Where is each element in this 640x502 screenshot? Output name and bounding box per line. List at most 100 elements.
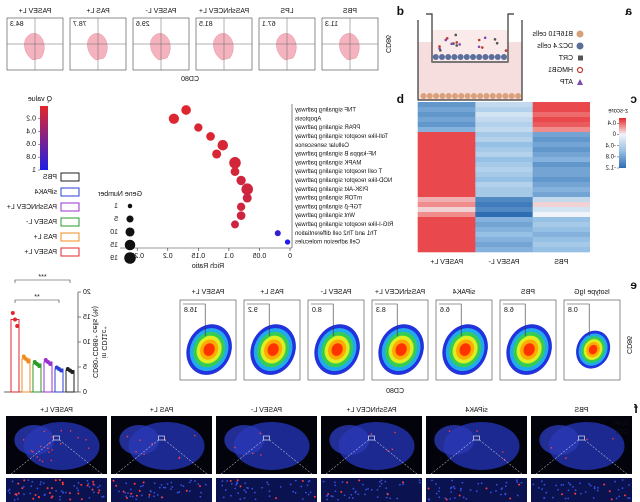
nucleus — [621, 479, 624, 481]
heatmap-cell — [532, 222, 590, 228]
nucleus — [88, 496, 91, 499]
heatmap-cell — [532, 122, 590, 128]
nucleus — [92, 491, 95, 494]
heatmap-cell — [475, 227, 533, 233]
y-tick-label: 15 — [83, 314, 91, 321]
cd8-signal — [59, 443, 62, 445]
nucleus — [22, 485, 25, 488]
cd8-signal — [260, 454, 262, 456]
cd8-signal — [198, 485, 201, 488]
heatmap-cell — [417, 157, 476, 163]
cd8-signal — [58, 479, 61, 482]
dot — [168, 113, 180, 124]
nucleus — [461, 481, 464, 484]
heatmap-cell — [532, 197, 590, 203]
heatmap-cell — [417, 202, 476, 208]
heatmap-cell — [417, 137, 476, 143]
nucleus — [552, 496, 554, 499]
cd8-signal — [41, 460, 44, 463]
cd8-signal — [574, 492, 577, 495]
size-key — [127, 203, 133, 209]
nucleus — [380, 482, 383, 485]
nucleus — [309, 491, 312, 494]
size-label: 5 — [114, 216, 118, 223]
nucleus — [101, 495, 104, 498]
nucleus — [140, 494, 143, 497]
cd8-signal — [92, 480, 95, 483]
legend-icon — [577, 79, 583, 85]
zoom-box — [368, 435, 375, 441]
nucleus — [588, 482, 591, 485]
nucleus — [490, 491, 492, 494]
x-tick-label: 0 — [288, 253, 292, 260]
dc-cell — [432, 54, 439, 60]
plot-title: PASEV L+ — [19, 8, 52, 15]
nucleus — [162, 486, 165, 489]
nucleus — [361, 483, 364, 486]
cd8-signal — [112, 479, 115, 482]
nucleus — [365, 488, 367, 491]
axis-label: Rich Ratio — [192, 263, 224, 270]
nucleus — [331, 495, 334, 498]
nucleus — [540, 480, 543, 482]
heatmap-cell — [417, 217, 476, 223]
nucleus — [40, 481, 42, 483]
cd8-signal — [185, 489, 188, 492]
dc-cell — [488, 54, 495, 60]
heatmap-cell — [532, 227, 590, 233]
zoom-line — [425, 439, 474, 479]
nucleus — [555, 484, 558, 487]
panel-label: f — [633, 402, 638, 416]
dot — [284, 239, 291, 245]
cd8-signal — [17, 482, 20, 485]
nucleus — [301, 498, 304, 500]
nucleus — [129, 488, 132, 491]
dc-cell — [451, 54, 458, 60]
cd8-signal — [122, 490, 125, 493]
nucleus — [289, 483, 292, 486]
nucleus — [44, 493, 46, 496]
axis-label: CD80⁺CD86⁺ cells (%) — [91, 306, 98, 378]
nucleus — [164, 486, 167, 489]
data-point — [54, 365, 59, 370]
heatmap-cell — [532, 137, 590, 143]
nucleus — [564, 497, 567, 500]
nucleus — [469, 489, 472, 492]
well-wall — [417, 20, 523, 101]
heatmap-cell — [532, 167, 590, 173]
heatmap-cell — [475, 232, 533, 238]
cd8-signal — [14, 493, 17, 496]
pathway-label: PPAR signaling pathway — [295, 125, 360, 131]
nucleus — [129, 495, 132, 498]
flow-population — [24, 33, 45, 61]
molecule — [439, 49, 442, 52]
zoom-line — [5, 439, 54, 479]
nucleus — [385, 487, 388, 490]
nucleus — [569, 483, 572, 486]
heatmap-cell — [532, 152, 590, 158]
heatmap-cell — [475, 247, 533, 253]
nucleus — [337, 498, 339, 501]
gate-value: 11.3 — [325, 21, 338, 28]
gate — [567, 303, 590, 336]
nucleus — [23, 493, 25, 496]
cd8-signal — [54, 479, 57, 482]
heatmap-cell — [532, 242, 590, 248]
heatmap-cell — [532, 187, 590, 193]
cd8-signal — [69, 430, 72, 432]
heatmap-cell — [532, 107, 590, 113]
nucleus — [244, 482, 247, 484]
nucleus — [402, 483, 405, 486]
heatmap-cell — [532, 207, 590, 213]
dot — [206, 132, 215, 141]
nucleus — [460, 487, 462, 490]
nucleus — [418, 481, 421, 484]
nucleus — [190, 479, 192, 482]
q-tick-label: 0.4 — [26, 128, 36, 135]
nucleus — [96, 486, 99, 489]
cd8-signal — [125, 496, 128, 499]
heatmap-cell — [417, 162, 476, 168]
zoom-box — [53, 435, 60, 441]
zoom-line — [530, 439, 579, 479]
